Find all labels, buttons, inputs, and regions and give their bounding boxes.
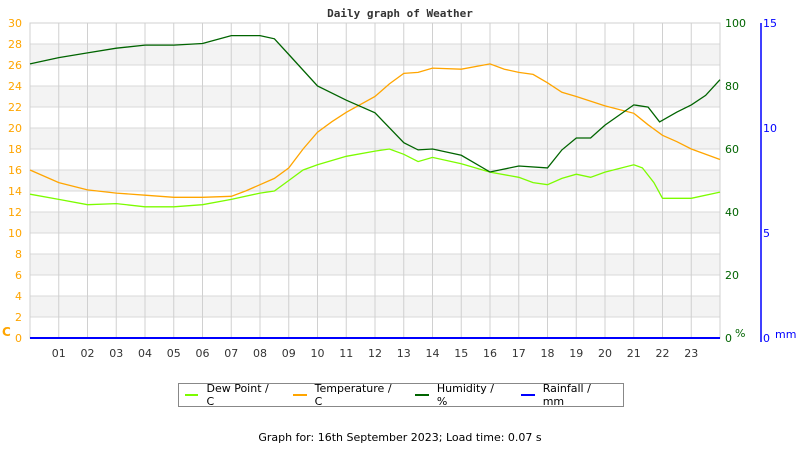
legend-swatch	[293, 394, 307, 396]
x-tick-label: 08	[253, 347, 267, 360]
left-tick-label: 2	[15, 311, 22, 324]
left-tick-label: 6	[15, 269, 22, 282]
series-lines	[29, 34, 721, 339]
left-tick-label: 18	[8, 143, 22, 156]
series-line-humidity	[29, 34, 721, 173]
legend-item: Dew Point / C	[185, 382, 277, 408]
legend-label: Rainfall / mm	[542, 382, 591, 408]
x-tick-label: 03	[109, 347, 123, 360]
left-tick-label: 24	[8, 80, 22, 93]
legend-label: Dew Point / C	[206, 382, 269, 408]
rain-tick-label: 0	[763, 332, 770, 345]
x-tick-label: 22	[656, 347, 670, 360]
humidity-tick-label: 20	[725, 269, 739, 282]
x-tick-label: 13	[397, 347, 411, 360]
x-tick-label: 21	[627, 347, 641, 360]
x-tick-label: 23	[684, 347, 698, 360]
x-tick-label: 20	[598, 347, 612, 360]
legend-swatch	[185, 394, 199, 396]
humidity-tick-label: 100	[725, 17, 746, 30]
humidity-unit-label: %	[735, 327, 745, 340]
series-line-temperature	[29, 63, 721, 198]
left-tick-label: 22	[8, 101, 22, 114]
humidity-tick-label: 40	[725, 206, 739, 219]
left-tick-label: 20	[8, 122, 22, 135]
x-tick-label: 10	[311, 347, 325, 360]
left-tick-label: 30	[8, 17, 22, 30]
x-tick-label: 14	[426, 347, 440, 360]
x-tick-label: 07	[224, 347, 238, 360]
humidity-tick-label: 60	[725, 143, 739, 156]
legend-item: Humidity / %	[415, 382, 505, 408]
x-tick-label: 16	[483, 347, 497, 360]
left-tick-label: 28	[8, 38, 22, 51]
x-tick-label: 18	[541, 347, 555, 360]
x-tick-label: 06	[196, 347, 210, 360]
left-tick-label: 16	[8, 164, 22, 177]
footer-text: Graph for: 16th September 2023; Load tim…	[258, 431, 542, 444]
rain-unit-label: mm	[775, 328, 796, 341]
x-tick-label: 12	[368, 347, 382, 360]
left-tick-label: 26	[8, 59, 22, 72]
left-tick-label: 0	[15, 332, 22, 345]
left-tick-label: 12	[8, 206, 22, 219]
x-tick-label: 15	[454, 347, 468, 360]
x-tick-label: 01	[52, 347, 66, 360]
x-tick-label: 11	[339, 347, 353, 360]
legend-item: Rainfall / mm	[521, 382, 613, 408]
x-tick-label: 19	[569, 347, 583, 360]
left-tick-label: 4	[15, 290, 22, 303]
rain-tick-label: 10	[763, 122, 777, 135]
legend-item: Temperature / C	[293, 382, 399, 408]
x-tick-label: 05	[167, 347, 181, 360]
legend: Dew Point / C Temperature / C Humidity / %…	[178, 382, 624, 408]
series-line-dew	[29, 148, 721, 208]
x-tick-label: 02	[81, 347, 95, 360]
legend-swatch	[415, 394, 429, 396]
legend-swatch	[521, 394, 535, 396]
x-tick-label: 09	[282, 347, 296, 360]
x-tick-label: 04	[138, 347, 152, 360]
humidity-tick-label: 80	[725, 80, 739, 93]
rain-tick-label: 5	[763, 227, 770, 240]
x-tick-label: 17	[512, 347, 526, 360]
legend-label: Temperature / C	[314, 382, 392, 408]
chart-title: Daily graph of Weather	[327, 7, 473, 20]
left-tick-label: 8	[15, 248, 22, 261]
humidity-tick-label: 0	[725, 332, 732, 345]
legend-label: Humidity / %	[436, 382, 494, 408]
left-tick-label: 14	[8, 185, 22, 198]
left-unit-label: C	[2, 325, 11, 339]
rain-tick-label: 15	[763, 17, 777, 30]
left-tick-label: 10	[8, 227, 22, 240]
